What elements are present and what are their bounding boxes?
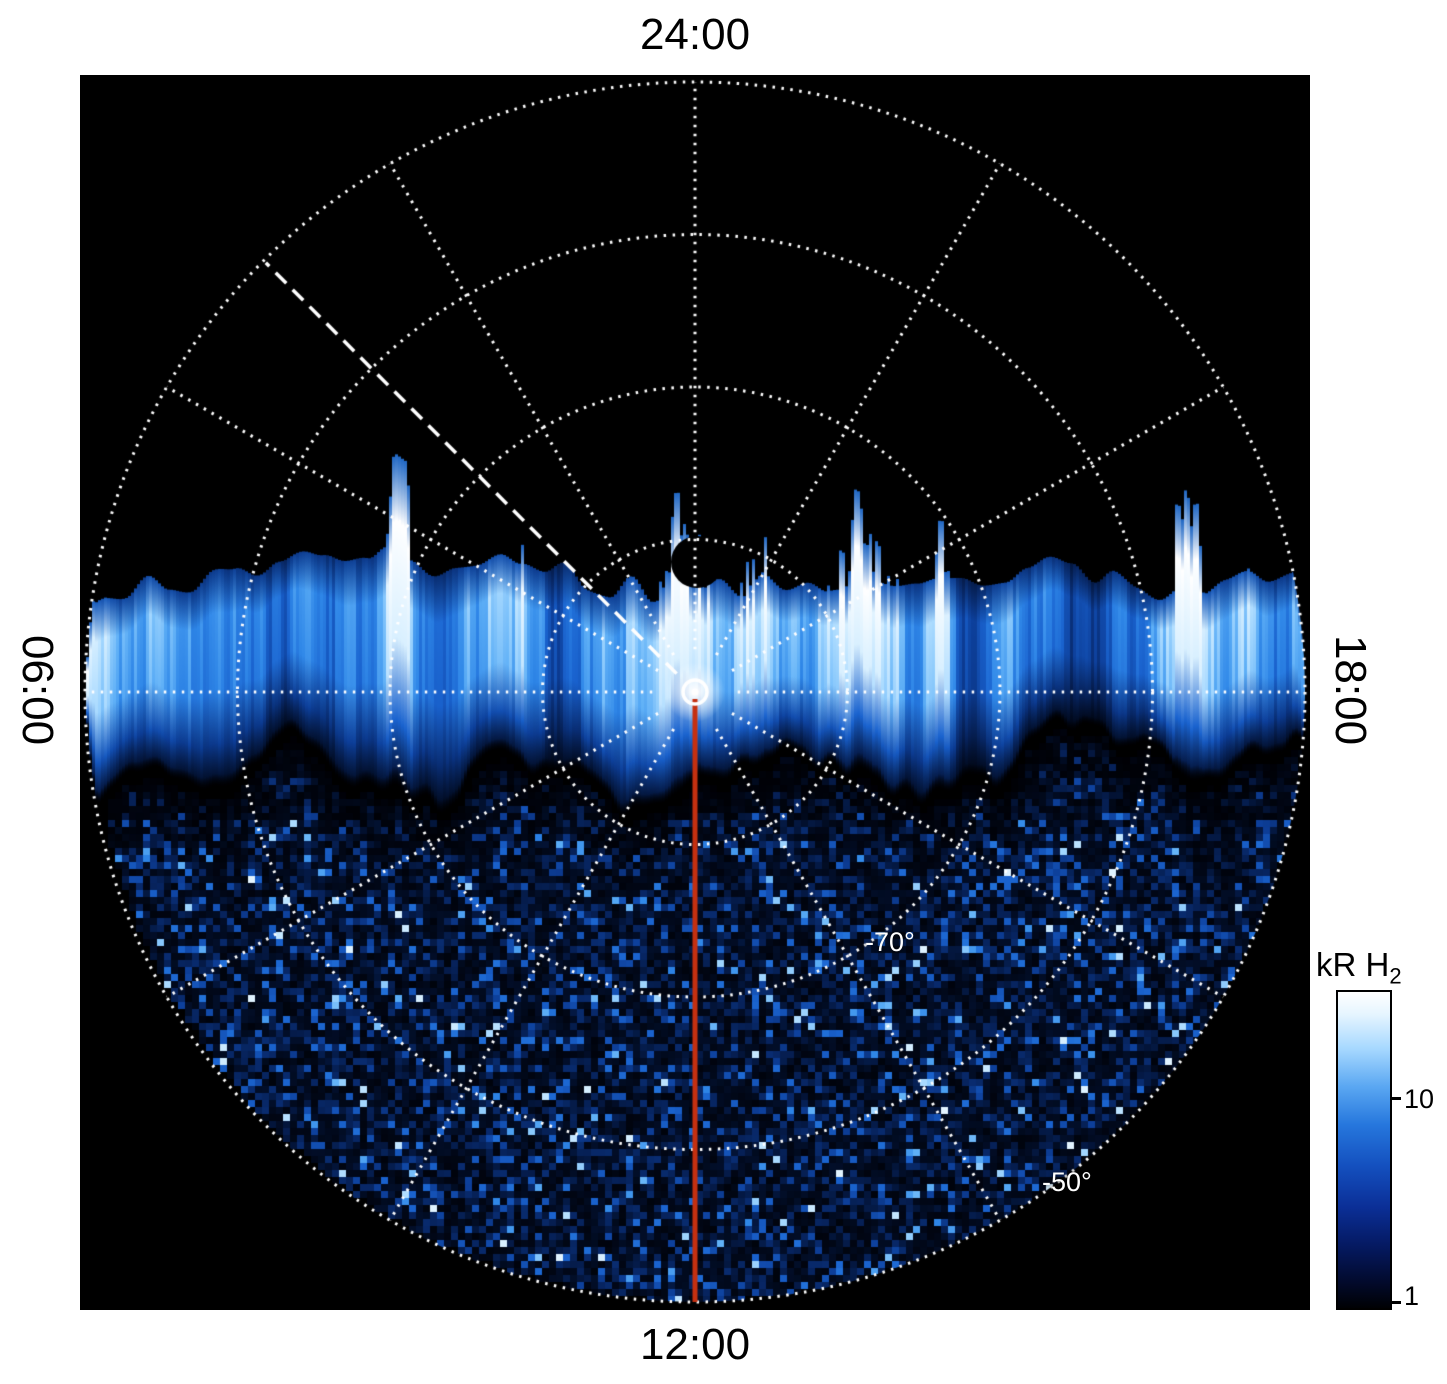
time-label-0600: 06:00 bbox=[13, 634, 62, 746]
colorbar-title: kR H2 bbox=[1316, 946, 1402, 990]
time-label-2400: 24:00 bbox=[639, 10, 751, 59]
latitude-label-50: -50° bbox=[1042, 1167, 1092, 1197]
colorbar-title-text: kR H bbox=[1316, 946, 1390, 983]
colorbar-tick-1: 1 bbox=[1404, 1281, 1420, 1311]
colorbar-tick-10: 10 bbox=[1404, 1084, 1435, 1114]
plot-area: -70° -50° bbox=[80, 75, 1310, 1310]
colorbar-title-subscript: 2 bbox=[1389, 963, 1402, 989]
colorbar-tickmark-1 bbox=[1392, 1301, 1401, 1304]
time-label-1200: 12:00 bbox=[639, 1320, 751, 1369]
latitude-label-70: -70° bbox=[865, 927, 915, 957]
aurora-polar-canvas bbox=[80, 75, 1310, 1310]
colorbar-tickmark-10 bbox=[1392, 1097, 1401, 1100]
time-label-1800: 18:00 bbox=[1326, 634, 1375, 746]
colorbar-gradient bbox=[1336, 990, 1392, 1310]
